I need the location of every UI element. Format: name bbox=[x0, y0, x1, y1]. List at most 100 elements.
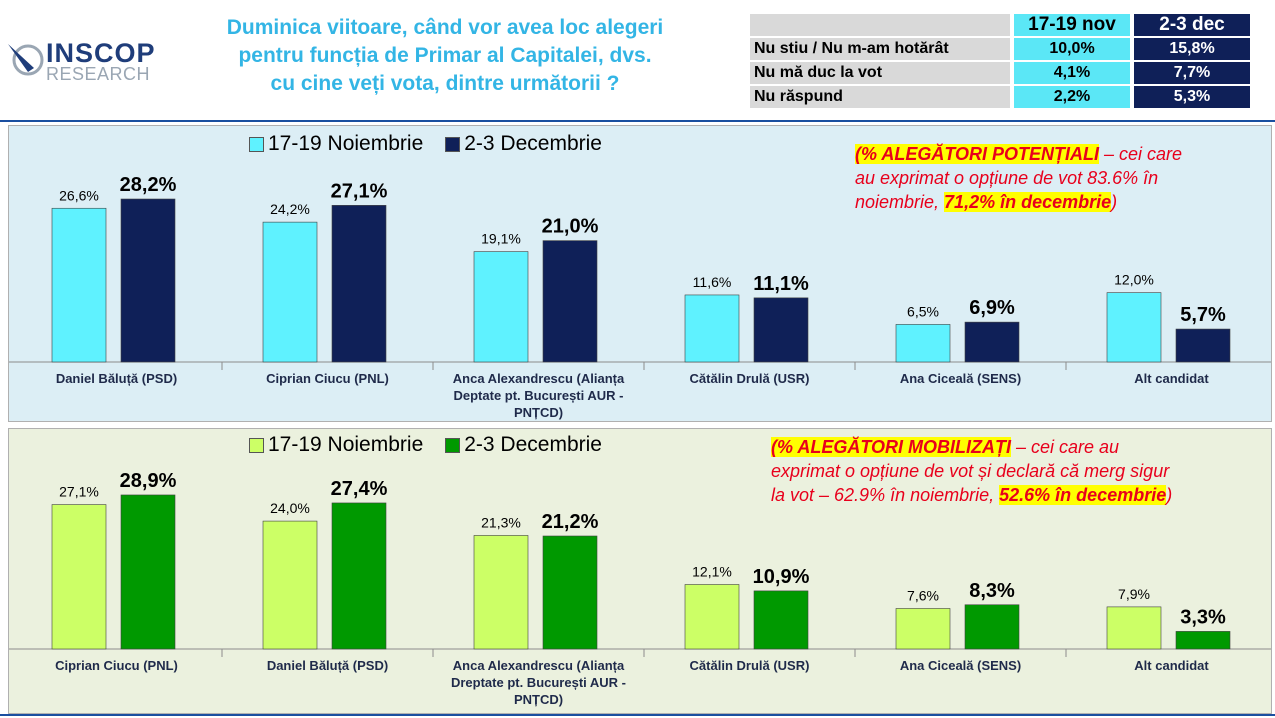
note-prefix: (% bbox=[771, 437, 798, 457]
note-prefix: (% bbox=[855, 144, 882, 164]
category-label: Daniel Băluță (PSD) bbox=[267, 658, 388, 673]
summary-row-dec: 15,8% bbox=[1134, 38, 1250, 60]
category-label: PNȚCD) bbox=[514, 692, 563, 707]
bar-nov bbox=[684, 294, 740, 363]
chart-legend: 17-19 Noiembrie 2-3 Decembrie bbox=[249, 132, 602, 156]
summary-row-nov: 4,1% bbox=[1014, 62, 1130, 84]
summary-col-dec: 2-3 dec bbox=[1134, 14, 1250, 36]
category-label: Anca Alexandrescu (Alianța bbox=[453, 658, 625, 673]
bar-value-label: 12,0% bbox=[1114, 272, 1154, 288]
summary-row-dec: 7,7% bbox=[1134, 62, 1250, 84]
question-line: pentru funcția de Primar al Capitalei, d… bbox=[238, 44, 652, 67]
category-label: Ana Ciceală (SENS) bbox=[900, 658, 1021, 673]
chart-note: (% ALEGĂTORI MOBILIZAȚI – cei care au ex… bbox=[771, 435, 1266, 507]
bar-value-label: 21,0% bbox=[542, 216, 599, 238]
bar-nov bbox=[895, 608, 951, 650]
bar-value-label: 11,1% bbox=[753, 273, 809, 295]
summary-row-label: Nu mă duc la vot bbox=[750, 62, 1010, 84]
note-text: au exprimat o opțiune de vot 83.6% în bbox=[855, 168, 1159, 188]
inscop-logo: INSCOP RESEARCH bbox=[6, 38, 156, 88]
bar-value-label: 27,1% bbox=[59, 484, 99, 500]
note-text: noiembrie, bbox=[855, 192, 945, 212]
summary-row: Nu răspund 2,2% 5,3% bbox=[750, 86, 1250, 108]
category-label: PNȚCD) bbox=[514, 405, 563, 420]
bar-value-label: 28,9% bbox=[120, 470, 177, 492]
legend-label: 2-3 Decembrie bbox=[464, 132, 602, 155]
summary-col-nov: 17-19 nov bbox=[1014, 14, 1130, 36]
survey-question: Duminica viitoare, când vor avea loc ale… bbox=[175, 14, 715, 98]
question-line: cu cine veți vota, dintre următorii ? bbox=[270, 72, 620, 95]
bar-nov bbox=[1106, 292, 1162, 363]
legend-item-nov: 17-19 Noiembrie bbox=[249, 433, 423, 457]
bar-value-label: 8,3% bbox=[969, 580, 1015, 602]
summary-header-blank bbox=[750, 14, 1010, 36]
bar-dec bbox=[964, 321, 1020, 363]
logo-subtext: RESEARCH bbox=[46, 64, 151, 84]
bar-dec bbox=[331, 502, 387, 650]
category-label: Cătălin Drulă (USR) bbox=[690, 371, 810, 386]
note-title: ALEGĂTORI MOBILIZAȚI bbox=[797, 437, 1011, 457]
bar-nov bbox=[51, 504, 107, 650]
category-label: Alt candidat bbox=[1134, 658, 1209, 673]
divider-line bbox=[0, 714, 1275, 716]
summary-row-dec: 5,3% bbox=[1134, 86, 1250, 108]
bar-dec bbox=[120, 198, 176, 363]
bar-dec bbox=[120, 494, 176, 650]
bar-dec bbox=[1175, 631, 1231, 650]
summary-row: Nu mă duc la vot 4,1% 7,7% bbox=[750, 62, 1250, 84]
bar-nov bbox=[1106, 606, 1162, 650]
bar-value-label: 3,3% bbox=[1180, 606, 1226, 628]
note-highlight: 71,2% în decembrie bbox=[944, 192, 1112, 212]
note-text: – cei care au bbox=[1011, 437, 1120, 457]
bar-nov bbox=[895, 324, 951, 363]
summary-row-nov: 2,2% bbox=[1014, 86, 1130, 108]
bar-value-label: 19,1% bbox=[481, 231, 521, 247]
legend-label: 17-19 Noiembrie bbox=[268, 132, 424, 155]
summary-row: Nu stiu / Nu m-am hotărât 10,0% 15,8% bbox=[750, 38, 1250, 60]
category-label: Dreptate pt. București AUR - bbox=[451, 675, 626, 690]
category-label: Alt candidat bbox=[1134, 371, 1209, 386]
divider-line bbox=[0, 120, 1275, 122]
summary-header-row: 17-19 nov 2-3 dec bbox=[750, 14, 1250, 36]
chart-legend: 17-19 Noiembrie 2-3 Decembrie bbox=[249, 433, 602, 457]
bar-nov bbox=[262, 520, 318, 650]
category-label: Deptate pt. București AUR - bbox=[454, 388, 624, 403]
category-label: Ciprian Ciucu (PNL) bbox=[266, 371, 389, 386]
category-label: Daniel Băluță (PSD) bbox=[56, 371, 177, 386]
note-text: exprimat o opțiune de vot și declară că … bbox=[771, 461, 1170, 481]
bar-dec bbox=[964, 604, 1020, 650]
legend-item-nov: 17-19 Noiembrie bbox=[249, 132, 423, 156]
bar-nov bbox=[51, 207, 107, 363]
bar-value-label: 6,9% bbox=[969, 297, 1015, 319]
bar-nov bbox=[473, 251, 529, 363]
bar-dec bbox=[542, 535, 598, 650]
note-text: – cei care bbox=[1099, 144, 1183, 164]
bar-dec bbox=[331, 205, 387, 363]
summary-row-nov: 10,0% bbox=[1014, 38, 1130, 60]
bar-nov bbox=[684, 584, 740, 650]
bar-value-label: 21,3% bbox=[481, 514, 521, 530]
legend-label: 17-19 Noiembrie bbox=[268, 433, 424, 456]
logo-text: INSCOP bbox=[46, 38, 156, 68]
note-text: ) bbox=[1111, 192, 1118, 212]
category-label: Anca Alexandrescu (Alianța bbox=[453, 371, 625, 386]
bar-chart-mobilized: 27,1% 28,9% Ciprian Ciucu (PNL) 24,0% 27,4% D… bbox=[9, 470, 1271, 707]
category-label: Ana Ciceală (SENS) bbox=[900, 371, 1021, 386]
note-text: la vot – 62.9% în noiembrie, bbox=[771, 485, 1000, 505]
bar-value-label: 5,7% bbox=[1180, 304, 1226, 326]
bar-value-label: 26,6% bbox=[59, 187, 99, 203]
legend-item-dec: 2-3 Decembrie bbox=[445, 132, 602, 156]
chart-panel-potential: 26,6% 28,2% Daniel Băluță (PSD) 24,2% 27,1% C… bbox=[8, 125, 1272, 422]
legend-swatch bbox=[249, 437, 264, 453]
bar-chart-potential: 26,6% 28,2% Daniel Băluță (PSD) 24,2% 27,1% C… bbox=[9, 174, 1271, 420]
bar-dec bbox=[753, 590, 809, 650]
bar-value-label: 27,1% bbox=[331, 180, 388, 202]
bar-value-label: 6,5% bbox=[907, 303, 939, 319]
summary-row-label: Nu stiu / Nu m-am hotărât bbox=[750, 38, 1010, 60]
bar-nov bbox=[262, 221, 318, 363]
legend-item-dec: 2-3 Decembrie bbox=[445, 433, 602, 457]
bar-value-label: 21,2% bbox=[542, 511, 599, 533]
category-label: Cătălin Drulă (USR) bbox=[690, 658, 810, 673]
question-line: Duminica viitoare, când vor avea loc ale… bbox=[226, 16, 664, 39]
bar-value-label: 24,0% bbox=[270, 500, 310, 516]
